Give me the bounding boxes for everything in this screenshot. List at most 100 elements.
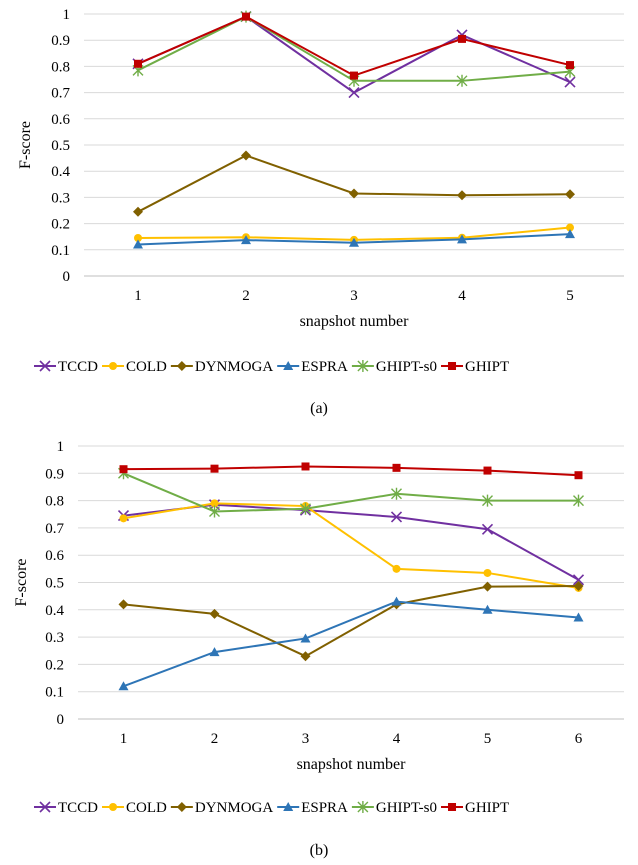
data-point-espra bbox=[391, 596, 402, 606]
legend-marker-tccd bbox=[39, 360, 51, 372]
data-point-cold bbox=[210, 499, 219, 508]
data-point-ghipt-s0 bbox=[482, 494, 493, 507]
data-point-espra bbox=[565, 229, 575, 239]
x-tick-label: 1 bbox=[134, 288, 142, 304]
data-point-espra bbox=[573, 612, 584, 622]
figure-caption: (b) bbox=[310, 842, 329, 859]
data-point-ghipt-s0 bbox=[391, 487, 402, 500]
legend-marker-espra bbox=[283, 361, 294, 370]
data-point-dynmoga bbox=[482, 581, 493, 592]
data-point-dynmoga bbox=[241, 150, 251, 161]
x-tick-label: 3 bbox=[302, 731, 310, 747]
data-point-dynmoga bbox=[565, 189, 575, 200]
legend-marker-ghipt bbox=[448, 803, 457, 811]
data-point-tccd bbox=[564, 76, 576, 88]
y-tick-label: 1 bbox=[57, 439, 65, 455]
legend-label-tccd: TCCD bbox=[58, 359, 98, 375]
series-line-espra bbox=[123, 600, 579, 688]
legend-label-espra: ESPRA bbox=[301, 800, 348, 816]
x-tick-label: 1 bbox=[120, 731, 128, 747]
legend-label-cold: COLD bbox=[126, 800, 167, 816]
y-tick-label: 0.4 bbox=[51, 164, 70, 180]
data-point-ghipt-s0 bbox=[209, 505, 220, 518]
y-tick-label: 0.1 bbox=[45, 685, 64, 701]
legend-label-cold: COLD bbox=[126, 359, 167, 375]
legend-marker-dynmoga bbox=[176, 802, 187, 812]
y-tick-label: 0.9 bbox=[45, 466, 64, 482]
x-tick-label: 3 bbox=[350, 288, 358, 304]
x-tick-label: 5 bbox=[566, 288, 574, 304]
x-tick-label: 2 bbox=[211, 731, 219, 747]
series-line-ghipt bbox=[123, 465, 579, 477]
chart-a: 0 0.1 0.2 0.3 0.4 0.5 0.6 0.7 0.8 0.9 1 1 2 3 4 5 snapsh… bbox=[17, 7, 624, 417]
data-point-espra bbox=[300, 633, 311, 643]
x-tick-label: 5 bbox=[484, 731, 492, 747]
data-point-ghipt-s0 bbox=[456, 74, 468, 87]
data-point-cold bbox=[134, 234, 142, 243]
legend-marker-espra bbox=[283, 802, 294, 811]
y-tick-label: 0.2 bbox=[45, 657, 64, 673]
series-line-dynmoga bbox=[137, 154, 571, 213]
y-axis-title: F-score bbox=[13, 559, 30, 607]
legend-marker-ghipt-s0 bbox=[357, 801, 369, 813]
data-point-cold bbox=[483, 568, 492, 577]
x-tick-label: 6 bbox=[575, 731, 583, 747]
data-point-ghipt bbox=[458, 34, 466, 43]
y-tick-label: 0.8 bbox=[45, 494, 64, 510]
x-axis-title: snapshot number bbox=[297, 756, 407, 773]
data-point-dynmoga bbox=[300, 651, 311, 662]
data-point-espra bbox=[241, 235, 251, 245]
data-point-ghipt bbox=[134, 59, 142, 68]
data-point-espra bbox=[482, 604, 493, 614]
data-point-tccd bbox=[481, 523, 494, 535]
legend-label-tccd: TCCD bbox=[58, 800, 98, 816]
y-tick-label: 0.4 bbox=[45, 603, 64, 619]
data-point-ghipt bbox=[566, 61, 574, 70]
legend-label-ghipt-s0: GHIPT-s0 bbox=[376, 800, 437, 816]
series-line-tccd bbox=[123, 503, 579, 581]
series-line-cold bbox=[123, 502, 579, 589]
data-point-dynmoga bbox=[573, 581, 584, 592]
data-point-ghipt bbox=[301, 462, 310, 471]
legend-marker-ghipt-s0 bbox=[357, 360, 369, 372]
data-point-dynmoga bbox=[457, 190, 467, 201]
data-point-espra bbox=[457, 234, 467, 244]
y-tick-label: 1 bbox=[63, 7, 71, 23]
data-point-espra bbox=[209, 647, 220, 657]
legend-marker-cold bbox=[109, 362, 118, 370]
legend-label-dynmoga: DYNMOGA bbox=[195, 800, 274, 816]
data-point-ghipt bbox=[392, 463, 401, 472]
x-tick-label: 4 bbox=[393, 731, 401, 747]
data-point-cold bbox=[119, 514, 128, 523]
data-point-dynmoga bbox=[349, 188, 359, 199]
data-point-dynmoga bbox=[209, 608, 220, 619]
legend-marker-tccd bbox=[39, 801, 51, 813]
legend-label-ghipt-s0: GHIPT-s0 bbox=[376, 359, 437, 375]
data-point-ghipt bbox=[483, 466, 492, 475]
legend-marker-cold bbox=[109, 803, 118, 811]
y-axis-title: F-score bbox=[17, 121, 34, 169]
data-point-ghipt bbox=[119, 465, 128, 474]
data-point-cold bbox=[566, 223, 574, 232]
y-tick-label: 0.6 bbox=[51, 112, 70, 128]
y-tick-label: 0.9 bbox=[51, 33, 70, 49]
data-point-dynmoga bbox=[133, 206, 143, 217]
legend-marker-dynmoga bbox=[176, 361, 187, 371]
legend-marker-ghipt bbox=[448, 362, 457, 370]
data-point-tccd bbox=[348, 87, 360, 99]
series-line-ghipt-s0 bbox=[123, 472, 579, 513]
y-tick-label: 0.5 bbox=[45, 576, 64, 592]
y-tick-label: 0.3 bbox=[45, 630, 64, 646]
series-line-dynmoga bbox=[123, 585, 579, 658]
y-tick-label: 0.2 bbox=[51, 217, 70, 233]
y-tick-label: 0.8 bbox=[51, 59, 70, 75]
data-point-tccd bbox=[390, 511, 403, 523]
x-tick-label: 2 bbox=[242, 288, 250, 304]
legend-label-espra: ESPRA bbox=[301, 359, 348, 375]
data-point-espra bbox=[349, 237, 359, 247]
legend-label-ghipt: GHIPT bbox=[465, 359, 509, 375]
data-point-tccd bbox=[572, 574, 585, 586]
data-point-ghipt bbox=[242, 12, 250, 21]
data-point-dynmoga bbox=[118, 599, 129, 610]
data-point-espra bbox=[133, 239, 143, 249]
